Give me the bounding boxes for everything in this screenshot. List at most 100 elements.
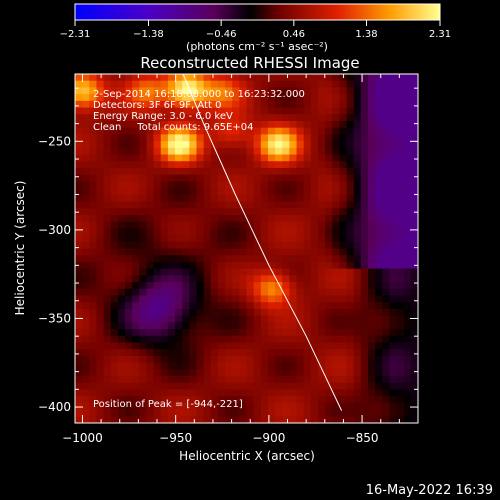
heatmap-cell bbox=[89, 409, 98, 417]
heatmap-cell bbox=[239, 107, 248, 115]
heatmap-cell bbox=[210, 382, 219, 391]
heatmap-cell bbox=[267, 275, 276, 283]
heatmap-cell bbox=[103, 282, 112, 290]
heatmap-cell bbox=[210, 154, 219, 162]
heatmap-cell bbox=[410, 100, 418, 109]
heatmap-cell bbox=[382, 228, 391, 236]
heatmap-cell bbox=[317, 382, 326, 391]
heatmap-cell bbox=[182, 94, 190, 102]
heatmap-cell bbox=[75, 275, 83, 283]
heatmap-cell bbox=[217, 275, 226, 283]
heatmap-cell bbox=[153, 208, 162, 216]
heatmap-cell bbox=[353, 74, 362, 82]
heatmap-cell bbox=[253, 120, 262, 129]
heatmap-cell bbox=[325, 161, 333, 169]
heatmap-cell bbox=[117, 268, 126, 276]
heatmap-cell bbox=[310, 174, 319, 182]
heatmap-cell bbox=[339, 308, 348, 317]
heatmap-cell bbox=[225, 376, 233, 384]
heatmap-cell bbox=[96, 329, 105, 337]
heatmap-cell bbox=[325, 322, 333, 330]
heatmap-cell bbox=[346, 201, 355, 209]
heatmap-cell bbox=[303, 355, 312, 364]
heatmap-cell bbox=[75, 194, 83, 203]
heatmap-cell bbox=[260, 127, 269, 135]
heatmap-cell bbox=[246, 167, 255, 176]
heatmap-cell bbox=[203, 87, 212, 95]
heatmap-cell bbox=[217, 107, 226, 115]
heatmap-cell bbox=[189, 107, 198, 115]
heatmap-cell bbox=[146, 174, 155, 182]
heatmap-cell bbox=[282, 80, 290, 89]
heatmap-cell bbox=[332, 329, 340, 337]
heatmap-cell bbox=[325, 120, 333, 129]
heatmap-cell bbox=[75, 80, 83, 89]
heatmap-cell bbox=[103, 188, 112, 196]
heatmap-cell bbox=[267, 228, 276, 236]
heatmap-cell bbox=[153, 329, 162, 337]
heatmap-cell bbox=[175, 275, 183, 283]
heatmap-cell bbox=[75, 127, 83, 135]
heatmap-cell bbox=[239, 335, 248, 344]
heatmap-cell bbox=[289, 120, 298, 129]
heatmap-cell bbox=[117, 161, 126, 169]
heatmap-cell bbox=[196, 94, 205, 102]
heatmap-cell bbox=[89, 141, 98, 149]
x-tick-label: −900 bbox=[252, 431, 285, 445]
heatmap-cell bbox=[225, 355, 233, 364]
heatmap-cell bbox=[82, 94, 90, 102]
heatmap-cell bbox=[75, 248, 83, 256]
heatmap-cell bbox=[153, 376, 162, 384]
heatmap-cell bbox=[253, 416, 262, 423]
heatmap-cell bbox=[146, 120, 155, 129]
heatmap-cell bbox=[403, 107, 412, 115]
heatmap-cell bbox=[189, 208, 198, 216]
heatmap-cell bbox=[146, 382, 155, 391]
heatmap-cell bbox=[239, 100, 248, 109]
heatmap-cell bbox=[239, 80, 248, 89]
heatmap-cell bbox=[325, 241, 333, 250]
heatmap-cell bbox=[253, 282, 262, 290]
heatmap-cell bbox=[117, 329, 126, 337]
heatmap-cell bbox=[117, 107, 126, 115]
heatmap-cell bbox=[117, 261, 126, 270]
heatmap-cell bbox=[232, 167, 240, 176]
heatmap-cell bbox=[360, 335, 369, 344]
heatmap-cell bbox=[132, 342, 140, 350]
heatmap-cell bbox=[253, 369, 262, 377]
heatmap-cell bbox=[396, 389, 405, 397]
heatmap-cell bbox=[232, 208, 240, 216]
heatmap-cell bbox=[210, 376, 219, 384]
heatmap-cell bbox=[410, 154, 418, 162]
heatmap-cell bbox=[182, 221, 190, 229]
heatmap-cell bbox=[217, 194, 226, 203]
heatmap-cell bbox=[132, 161, 140, 169]
heatmap-cell bbox=[275, 349, 283, 357]
heatmap-cell bbox=[310, 221, 319, 229]
heatmap-cell bbox=[110, 349, 119, 357]
heatmap-cell bbox=[382, 248, 391, 256]
heatmap-cell bbox=[175, 74, 183, 82]
heatmap-cell bbox=[275, 94, 283, 102]
heatmap-cell bbox=[146, 329, 155, 337]
heatmap-cell bbox=[239, 268, 248, 276]
heatmap-cell bbox=[167, 342, 176, 350]
heatmap-cell bbox=[282, 141, 290, 149]
heatmap-cell bbox=[89, 221, 98, 229]
heatmap-cell bbox=[89, 235, 98, 243]
heatmap-cell bbox=[167, 275, 176, 283]
heatmap-cell bbox=[175, 141, 183, 149]
heatmap-cell bbox=[375, 100, 383, 109]
heatmap-cell bbox=[353, 409, 362, 417]
heatmap-cell bbox=[232, 228, 240, 236]
heatmap-cell bbox=[96, 201, 105, 209]
peak-position-label: Position of Peak = [-944,-221] bbox=[93, 399, 243, 410]
heatmap-cell bbox=[232, 329, 240, 337]
heatmap-cell bbox=[267, 127, 276, 135]
heatmap-cell bbox=[389, 302, 398, 310]
heatmap-cell bbox=[117, 141, 126, 149]
heatmap-cell bbox=[175, 221, 183, 229]
heatmap-cell bbox=[167, 127, 176, 135]
heatmap-cell bbox=[260, 362, 269, 370]
heatmap-cell bbox=[382, 80, 391, 89]
